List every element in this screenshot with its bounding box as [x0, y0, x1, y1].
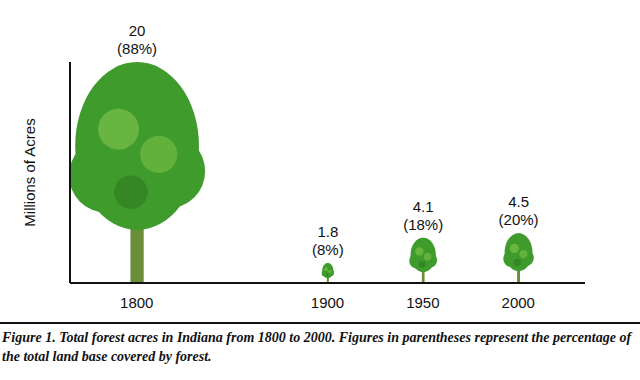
- svg-text:Millions of Acres: Millions of Acres: [21, 118, 38, 226]
- svg-text:4.5(20%): 4.5(20%): [499, 193, 539, 228]
- svg-text:1800: 1800: [120, 294, 153, 311]
- svg-text:1900: 1900: [311, 294, 344, 311]
- html-text:Figure 1. Total forest acres i: Figure 1. Total forest acres in Indiana …: [2, 330, 632, 364]
- svg-text:4.1(18%): 4.1(18%): [403, 198, 443, 233]
- svg-text:20(88%): 20(88%): [117, 22, 157, 57]
- svg-text:1.8(8%): 1.8(8%): [312, 223, 344, 258]
- svg-text:1950: 1950: [406, 294, 439, 311]
- svg-text:2000: 2000: [502, 294, 535, 311]
